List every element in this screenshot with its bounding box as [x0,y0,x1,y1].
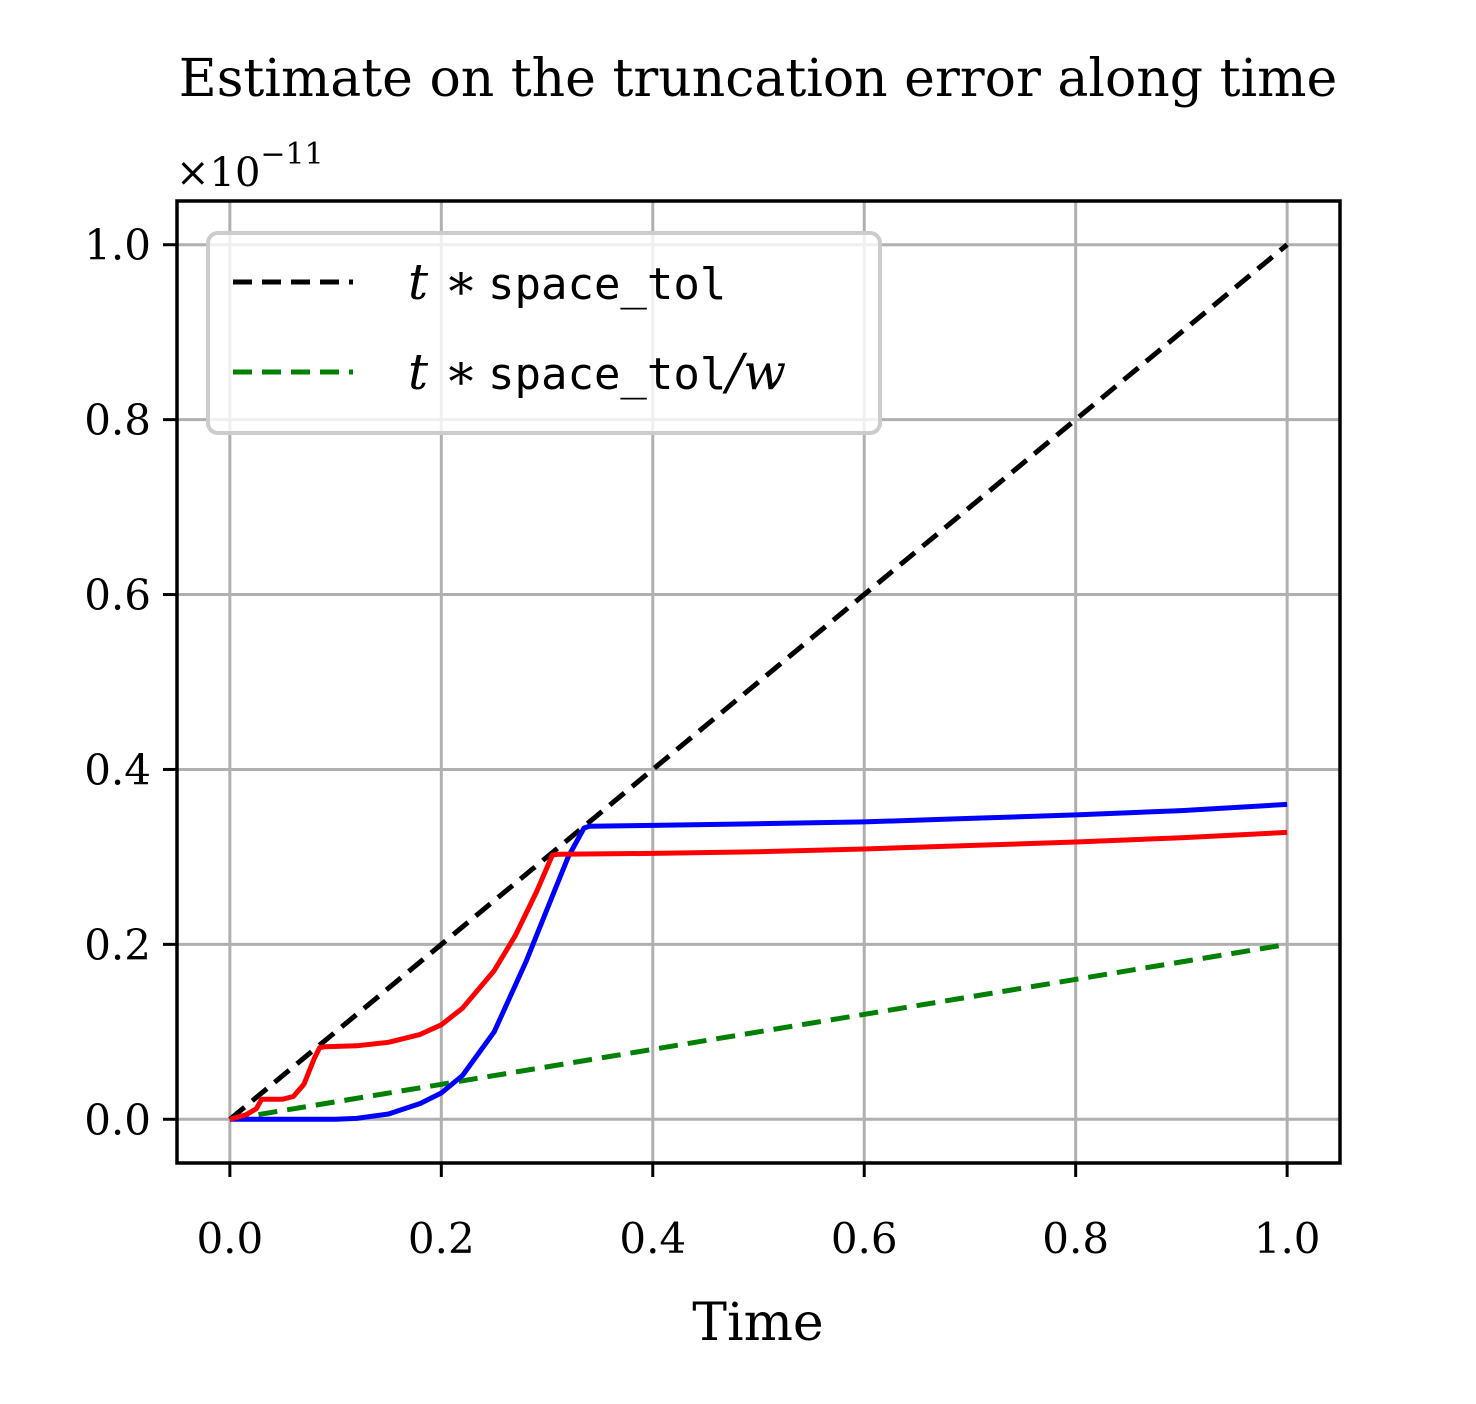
y-tick-label: 0.4 [84,745,151,794]
y-scale-label: ×10 [176,150,260,196]
y-tick-label: 0.6 [84,571,151,620]
y-scale-exponent: −11 [260,137,323,172]
y-tick-label: 0.2 [84,920,151,969]
x-axis-label: Time [692,1293,823,1353]
series-line-red [229,829,1288,1122]
x-tick-label: 0.4 [619,1214,686,1263]
legend-label-space-tol-over-w: t ∗ space_tol/w [408,343,786,401]
y-tick-label: 0.0 [84,1095,151,1144]
x-tick-label: 0.2 [408,1214,475,1263]
legend: t ∗ space_tol t ∗ space_tol/w [206,231,882,435]
x-tick-label: 0.0 [196,1214,263,1263]
series-layer [228,242,1289,1122]
series-line-space-tol [228,242,1289,1122]
x-tick-label: 0.8 [1042,1214,1109,1263]
plot-frame [175,199,1342,1165]
axis-ticks: 0.0 0.2 0.4 0.6 0.8 1.0 0.0 0.2 0.4 0.6 0.8 1.0 [84,221,1320,1263]
series-line-blue [229,801,1288,1122]
x-tick-label: 1.0 [1254,1214,1321,1263]
x-tick-label: 0.6 [831,1214,898,1263]
legend-box [206,231,882,435]
chart-title: Estimate on the truncation error along t… [179,49,1337,109]
y-tick-label: 0.8 [84,396,151,445]
y-scale-multiplier: ×10−11 [176,137,324,196]
legend-label-space-tol: t ∗ space_tol [408,253,726,311]
series-line-space-tol-over-w [229,941,1288,1122]
y-tick-label: 1.0 [84,221,151,270]
